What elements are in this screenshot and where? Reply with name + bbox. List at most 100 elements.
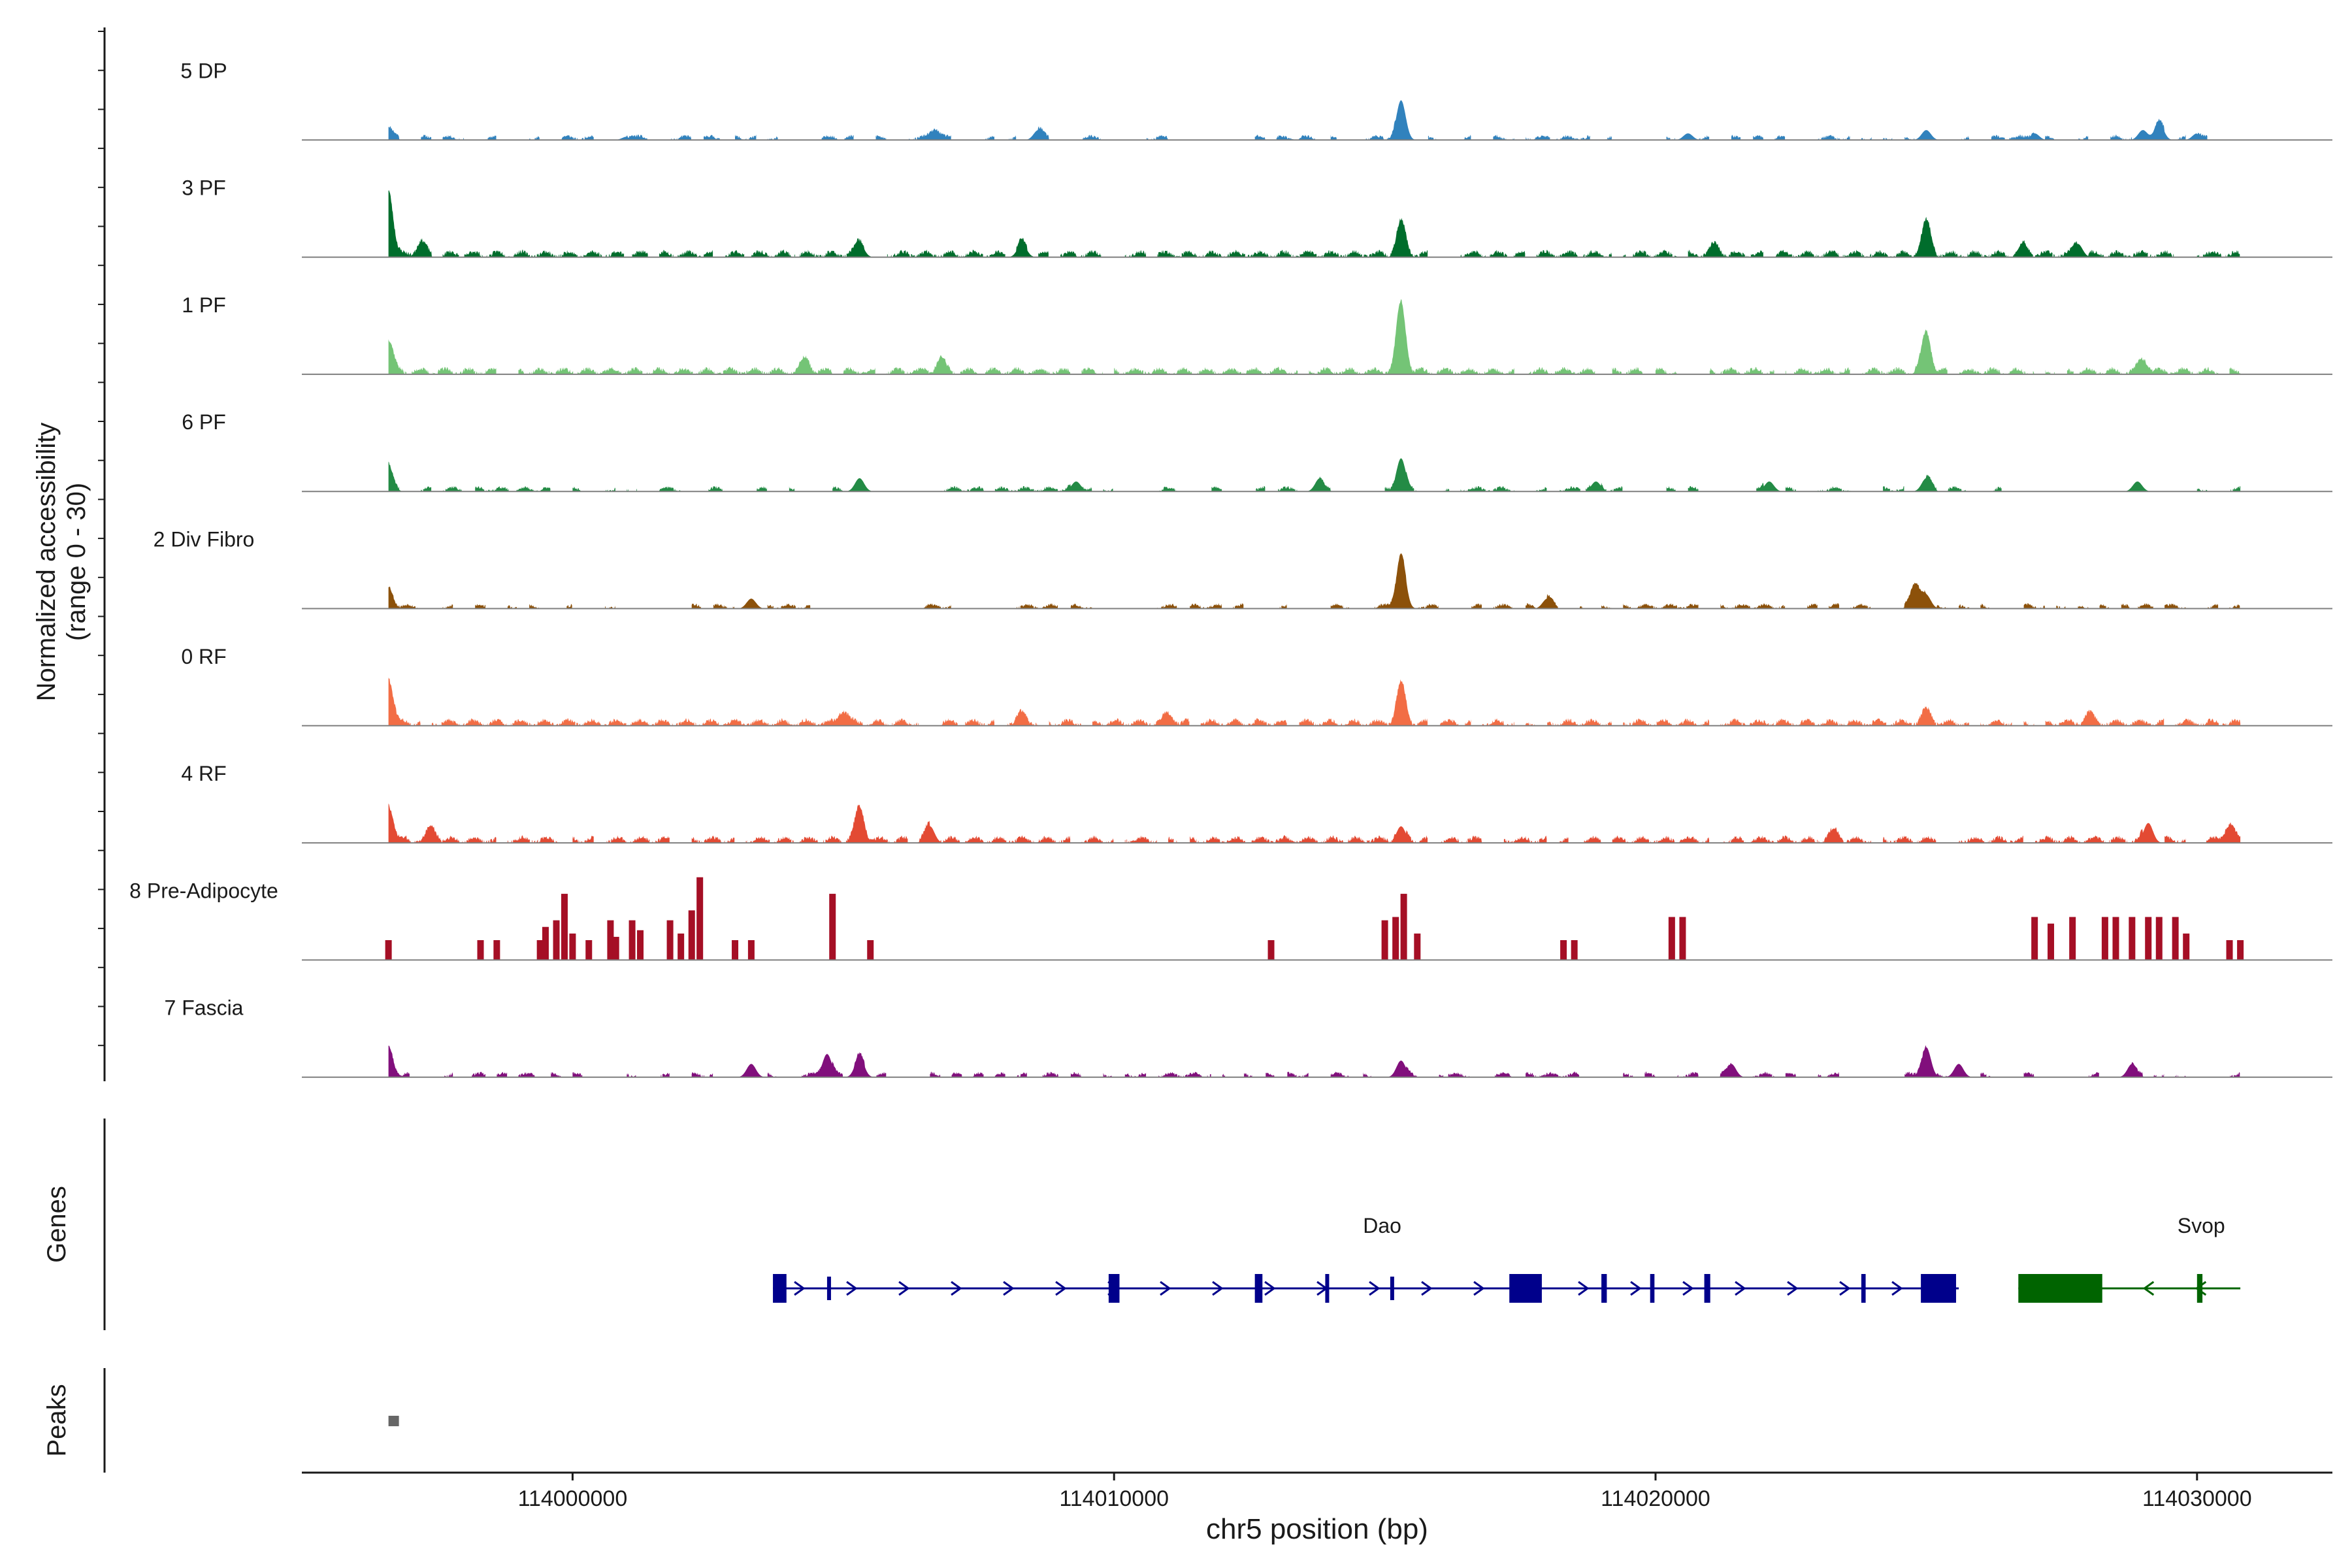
coverage-area bbox=[767, 604, 774, 609]
coverage-area bbox=[723, 719, 745, 726]
coverage-area bbox=[1388, 679, 1415, 726]
coverage-area bbox=[1176, 367, 1192, 374]
coverage-area bbox=[551, 1071, 561, 1077]
coverage-area bbox=[1235, 603, 1244, 609]
coverage-area bbox=[1511, 722, 1513, 726]
coverage-area bbox=[1007, 370, 1008, 374]
coverage-area bbox=[2120, 1062, 2144, 1077]
coverage-area bbox=[915, 722, 917, 726]
coverage-area bbox=[1661, 603, 1678, 609]
coverage-area bbox=[2164, 836, 2176, 843]
coverage-bar bbox=[612, 936, 619, 960]
coverage-area bbox=[431, 723, 434, 726]
coverage-area bbox=[2056, 605, 2058, 609]
x-axis-title: chr5 position (bp) bbox=[1206, 1513, 1428, 1545]
coverage-bar bbox=[1668, 917, 1675, 960]
coverage-area bbox=[388, 190, 433, 257]
coverage-area bbox=[1157, 250, 1175, 257]
coverage-area bbox=[1181, 250, 1197, 257]
coverage-area bbox=[988, 719, 994, 726]
coverage-area bbox=[1419, 250, 1428, 257]
coverage-area bbox=[1613, 486, 1623, 492]
coverage-area bbox=[1742, 722, 1746, 726]
coverage-area bbox=[405, 371, 406, 374]
coverage-area bbox=[1137, 1072, 1147, 1077]
peaks-panel-label: Peaks bbox=[42, 1384, 71, 1456]
coverage-area bbox=[924, 603, 941, 609]
coverage-area bbox=[2191, 371, 2193, 374]
strand-arrow bbox=[2195, 1281, 2207, 1296]
coverage-area bbox=[1506, 368, 1514, 374]
coverage-area bbox=[1839, 367, 1850, 374]
coverage-area bbox=[2131, 118, 2171, 140]
coverage-area bbox=[1162, 1071, 1180, 1077]
coverage-bar bbox=[493, 940, 500, 960]
coverage-area bbox=[2130, 719, 2151, 726]
track-label: 3 PF bbox=[182, 176, 226, 200]
coverage-y-label-line1: Normalized accessibility bbox=[32, 423, 61, 702]
coverage-area bbox=[484, 367, 497, 374]
coverage-area bbox=[994, 485, 1009, 492]
coverage-bar bbox=[1381, 920, 1388, 960]
coverage-area bbox=[2053, 253, 2055, 257]
coverage-area bbox=[846, 238, 872, 257]
coverage-area bbox=[890, 367, 905, 374]
coverage-area bbox=[1041, 486, 1058, 492]
coverage-area bbox=[1539, 487, 1547, 492]
coverage-area bbox=[981, 723, 983, 726]
coverage-area bbox=[704, 250, 713, 257]
coverage-area bbox=[2035, 250, 2053, 257]
coverage-area bbox=[1720, 604, 1726, 609]
coverage-area bbox=[2009, 132, 2054, 140]
coverage-area bbox=[1465, 840, 1467, 843]
coverage-area bbox=[529, 604, 538, 609]
coverage-area bbox=[1988, 719, 2004, 726]
coverage-area bbox=[1493, 134, 1507, 140]
coverage-area bbox=[2038, 835, 2055, 843]
x-tick-label: 114030000 bbox=[2142, 1486, 2252, 1511]
coverage-area bbox=[918, 821, 941, 843]
gene-dao: Dao bbox=[773, 1214, 1959, 1303]
coverage-area bbox=[608, 250, 625, 257]
strand-arrow bbox=[898, 1281, 910, 1296]
coverage-area bbox=[1330, 1071, 1345, 1077]
coverage-area bbox=[1632, 250, 1650, 257]
coverage-area bbox=[941, 254, 942, 257]
coverage-area bbox=[1414, 254, 1418, 257]
coverage-area bbox=[1130, 835, 1152, 843]
coverage-area bbox=[1628, 367, 1643, 374]
coverage-area bbox=[1993, 486, 2002, 492]
coverage-area bbox=[970, 486, 984, 492]
coverage-area bbox=[1206, 603, 1222, 609]
coverage-area bbox=[1323, 250, 1339, 257]
coverage-area bbox=[2138, 603, 2153, 609]
coverage-area bbox=[539, 836, 555, 843]
coverage-area bbox=[1904, 1045, 1943, 1077]
coverage-area bbox=[1056, 367, 1071, 374]
coverage-area bbox=[1299, 250, 1317, 257]
coverage-area bbox=[1703, 719, 1710, 726]
coverage-area bbox=[1226, 718, 1243, 726]
coverage-area bbox=[1654, 250, 1673, 257]
strand-arrow bbox=[951, 1281, 962, 1296]
coverage-area bbox=[1896, 835, 1913, 843]
coverage-area bbox=[2099, 604, 2106, 609]
coverage-area bbox=[1964, 722, 1969, 726]
coverage-area bbox=[1153, 135, 1168, 140]
coverage-area bbox=[1821, 135, 1837, 140]
coverage-area bbox=[947, 604, 951, 609]
coverage-area bbox=[1893, 719, 1912, 726]
coverage-area bbox=[1612, 835, 1626, 843]
coverage-area bbox=[1870, 137, 1872, 140]
coverage-area bbox=[774, 249, 792, 257]
coverage-area bbox=[1061, 719, 1077, 726]
coverage-area bbox=[1330, 603, 1343, 609]
coverage-area bbox=[1658, 836, 1674, 843]
coverage-area bbox=[1363, 1072, 1368, 1077]
coverage-area bbox=[536, 250, 555, 257]
coverage-track: 6 PF bbox=[182, 410, 2332, 493]
coverage-bar bbox=[542, 926, 549, 960]
coverage-area bbox=[1124, 254, 1126, 257]
track-label: 1 PF bbox=[182, 293, 226, 317]
coverage-area bbox=[388, 126, 400, 140]
